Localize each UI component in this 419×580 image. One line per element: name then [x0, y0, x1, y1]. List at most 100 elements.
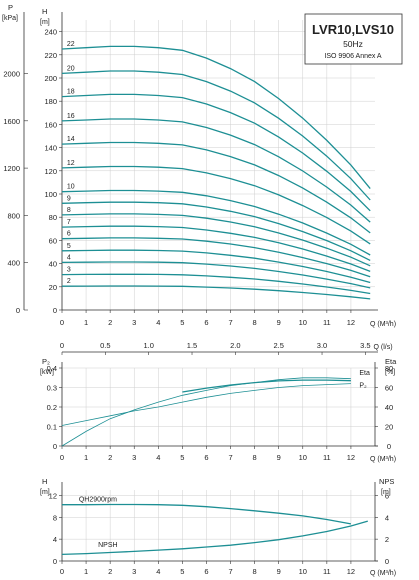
x-axis-label: Q (M³/h): [370, 321, 396, 328]
head-curve-stage-20: [61, 70, 371, 201]
x-tick-label: 8: [253, 453, 257, 462]
y-tick-label: 220: [44, 51, 57, 60]
p-tick-label: 0: [16, 306, 20, 315]
npsh-curve-label: NPSH: [98, 542, 117, 549]
head-curve-label: 12: [67, 160, 75, 167]
y-tick-label: 12: [49, 491, 57, 500]
y2-tick-label: 40: [385, 403, 393, 412]
head-curve-stage-7: [61, 225, 371, 273]
head-curve-label: 3: [67, 267, 71, 274]
p-tick-label: 1200: [3, 164, 20, 173]
head-curve-stage-5: [61, 249, 371, 284]
x-tick-label: 9: [277, 567, 281, 576]
head-chart: 0204060801001201401601802002202400400800…: [2, 3, 396, 355]
y2-tick-label: 60: [385, 384, 393, 393]
x2-tick-label: 1.0: [143, 341, 153, 350]
x-tick-label: 7: [228, 318, 232, 327]
p-tick-label: 1600: [3, 117, 20, 126]
x2-axis-label: Q (l/s): [373, 344, 392, 351]
head-curve-stage-14: [61, 141, 371, 234]
x2-tick-label: 0: [60, 341, 64, 350]
x-tick-label: 8: [253, 318, 257, 327]
head-curve-stage-9: [61, 201, 371, 261]
chart-subtitle-standard: ISO 9906 Annex A: [324, 53, 382, 60]
x2-tick-label: 1.5: [187, 341, 197, 350]
x-tick-label: 7: [228, 567, 232, 576]
head-curve-label: 2: [67, 278, 71, 285]
head-curve-stage-4: [61, 261, 371, 289]
y2-tick-label: 20: [385, 423, 393, 432]
power-series-eta: [61, 377, 351, 447]
y-tick-label: 80: [49, 213, 57, 222]
head-curve-label: 5: [67, 243, 71, 250]
y-tick-label: 4: [53, 535, 57, 544]
qh-curve: [62, 503, 352, 525]
y-tick-label: 120: [44, 167, 57, 176]
x-tick-label: 8: [253, 567, 257, 576]
x-tick-label: 12: [347, 567, 355, 576]
y-tick-label: 60: [49, 236, 57, 245]
y2-tick-label: 2: [385, 535, 389, 544]
x-tick-label: 5: [180, 453, 184, 462]
y-tick-label: 0: [53, 442, 57, 451]
x-tick-label: 6: [204, 567, 208, 576]
x-tick-label: 5: [180, 567, 184, 576]
x-tick-label: 2: [108, 318, 112, 327]
y2-tick-label: 6: [385, 491, 389, 500]
x2-tick-label: 0.5: [100, 341, 110, 350]
x-tick-label: 0: [60, 567, 64, 576]
head-curve-stage-12: [61, 165, 371, 245]
y-tick-label: 40: [49, 260, 57, 269]
x-tick-label: 2: [108, 453, 112, 462]
y-tick-label: 200: [44, 74, 57, 83]
y-tick-label: 100: [44, 190, 57, 199]
x-tick-label: 1: [84, 318, 88, 327]
head-curve-stage-8: [61, 213, 371, 267]
x-tick-label: 3: [132, 318, 136, 327]
x-tick-label: 0: [60, 318, 64, 327]
x-tick-label: 4: [156, 567, 160, 576]
x2-tick-label: 3.0: [317, 341, 327, 350]
x-axis-label: Q (M³/h): [370, 456, 396, 463]
power-axis-unit-sub: [kW]: [40, 369, 54, 376]
p-tick-label: 400: [7, 259, 20, 268]
x-tick-label: 0: [60, 453, 64, 462]
head-curve-label: 6: [67, 231, 71, 238]
chart-title: LVR10,LVS10: [312, 22, 394, 37]
x-tick-label: 1: [84, 567, 88, 576]
p2-curve-label: P₂: [359, 383, 367, 390]
head-curve-stage-22: [61, 45, 371, 190]
y-tick-label: 160: [44, 120, 57, 129]
h-axis-unit-sub: [m]: [40, 489, 50, 496]
eta-axis-unit: Eta: [385, 357, 397, 366]
title-box-frame: [304, 13, 403, 65]
npsh-axis-unit: NPS: [379, 477, 394, 486]
y2-tick-label: 0: [385, 557, 389, 566]
y-tick-label: 180: [44, 97, 57, 106]
y-tick-label: 0.1: [47, 423, 57, 432]
y-tick-label: 0.3: [47, 384, 57, 393]
p-axis-unit-sub: [kPa]: [2, 15, 18, 22]
eta-curve-label: Eta: [359, 370, 370, 377]
head-curve-label: 10: [67, 184, 75, 191]
head-curve-stage-16: [61, 118, 371, 223]
h-axis-unit: H: [42, 477, 47, 486]
power-series-p2: [61, 383, 351, 426]
x-tick-label: 4: [156, 318, 160, 327]
head-curve-label: 9: [67, 195, 71, 202]
y2-tick-label: 4: [385, 513, 389, 522]
x2-tick-label: 2.0: [230, 341, 240, 350]
y-tick-label: 240: [44, 28, 57, 37]
head-curve-stage-10: [61, 189, 371, 256]
head-curve-stage-3: [61, 273, 371, 295]
x-tick-label: 2: [108, 567, 112, 576]
x-tick-label: 9: [277, 453, 281, 462]
npsh-axis-unit-sub: [m]: [381, 489, 391, 496]
x-tick-label: 7: [228, 453, 232, 462]
head-curve-label: 20: [67, 65, 75, 72]
x-tick-label: 12: [347, 453, 355, 462]
p-tick-label: 800: [7, 211, 20, 220]
npsh-curve: [61, 520, 368, 556]
